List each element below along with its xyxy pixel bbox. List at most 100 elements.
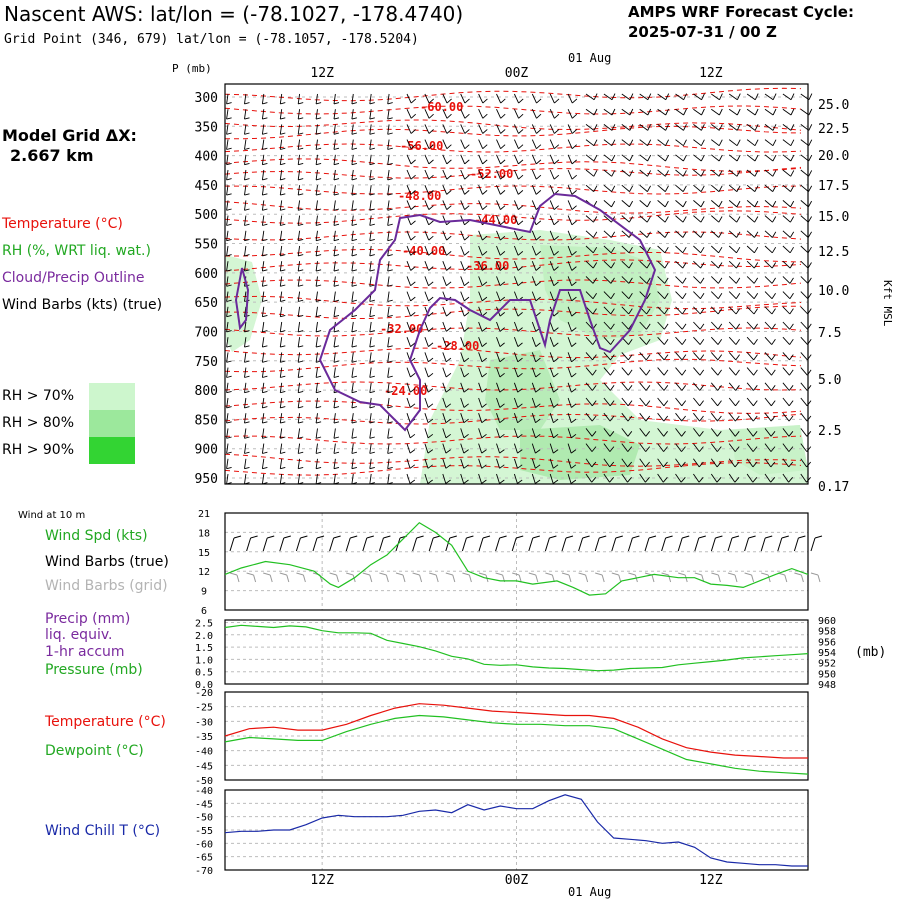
wind-barb-flag xyxy=(629,170,634,177)
wind-barb-staff xyxy=(513,321,519,332)
wind-barb-flag xyxy=(571,235,577,241)
wind-barb-staff xyxy=(351,458,354,469)
wind-barb-staff xyxy=(387,215,390,226)
wind-barb xyxy=(369,230,375,242)
wind-barb-staff xyxy=(513,413,519,423)
wind-barb-flag xyxy=(770,431,776,437)
wind-barb-staff xyxy=(226,473,229,484)
wind-barb-staff xyxy=(764,230,773,238)
wind-barb-flag xyxy=(410,403,416,408)
wind-barb-staff xyxy=(387,169,390,180)
wind-barb xyxy=(496,352,505,363)
wind-barb-flag xyxy=(500,205,506,210)
wind-barb xyxy=(513,139,524,150)
wind-barb xyxy=(675,382,687,391)
wind-barb xyxy=(585,336,597,345)
wind-barb-flag xyxy=(627,385,633,391)
wind-barb xyxy=(369,139,375,150)
wind-barb-flag xyxy=(333,345,340,348)
wind-barb xyxy=(478,443,487,454)
wind-barb xyxy=(226,185,232,196)
wind-barb-flag xyxy=(351,451,358,454)
wind-barb-staff xyxy=(531,367,537,378)
wind-barb xyxy=(496,200,506,210)
wind-barb-flag xyxy=(298,132,304,135)
wind-barb-flag xyxy=(682,170,687,177)
wind-barb-flag xyxy=(262,299,268,302)
wind-barb-staff xyxy=(442,367,447,378)
wind-barb xyxy=(297,124,304,135)
wind-barb-staff xyxy=(782,139,792,147)
wind-barb-staff xyxy=(549,291,555,302)
wind-barb-staff xyxy=(657,215,666,223)
wind-barb xyxy=(297,169,304,181)
wind-barb-staff xyxy=(657,412,665,422)
wind-barb-staff xyxy=(226,367,229,378)
pressure-right-tick: 958 xyxy=(818,627,836,638)
wind-barb xyxy=(244,230,250,242)
wind-barb-true xyxy=(461,537,467,552)
wind-barb-flag xyxy=(410,220,416,226)
wind-barb xyxy=(369,200,375,211)
wind-barb xyxy=(657,412,669,422)
wind-barb-flag xyxy=(369,208,375,211)
wind-barb xyxy=(369,367,375,378)
wind-barb-flag xyxy=(369,406,375,409)
wind-barb-staff xyxy=(567,306,573,317)
wind-barb-staff xyxy=(297,230,301,241)
wind-barb-staff xyxy=(496,443,501,454)
wind-barb-staff xyxy=(585,139,595,147)
wind-barb-grid xyxy=(601,574,605,583)
wind-barb-staff xyxy=(460,291,465,302)
wind-barb-staff xyxy=(764,260,773,269)
wind-barb-flag xyxy=(664,308,669,315)
wind-barb xyxy=(261,169,268,181)
wind-barb-flag xyxy=(647,139,652,146)
wind-barb-flag xyxy=(610,231,616,238)
wind-barb xyxy=(261,109,268,120)
wind-barb-true xyxy=(262,537,268,552)
wind-barb-staff xyxy=(369,245,372,256)
wind-barb-flag xyxy=(499,251,506,256)
wind-barb-staff xyxy=(369,337,372,348)
wind-barb-staff xyxy=(549,443,554,454)
wind-barb-flag xyxy=(410,174,416,180)
wind-barb-staff xyxy=(693,382,701,391)
wind-barb xyxy=(297,215,304,226)
wind-barb-staff xyxy=(442,139,448,149)
legend-liq-equiv: liq. equiv. xyxy=(45,627,113,643)
wind-barb xyxy=(621,200,633,208)
wind-barb-staff xyxy=(693,154,702,162)
wind-barb xyxy=(279,291,286,302)
wind-barb-staff xyxy=(675,93,684,101)
wind-barb-staff xyxy=(693,276,701,284)
wind-barb-flag xyxy=(664,323,669,330)
wind-barb-staff xyxy=(279,352,283,363)
wind-barb-staff xyxy=(603,382,611,391)
wind-barb-staff xyxy=(244,428,247,439)
wind-barb xyxy=(387,154,393,166)
wind-barb-flag xyxy=(464,251,470,256)
wind-barb xyxy=(315,169,322,181)
wind-barb-flag xyxy=(571,342,577,347)
wind-barb xyxy=(746,200,759,208)
wind-barb-staff xyxy=(782,443,790,452)
wind-barb-flag xyxy=(410,372,416,378)
wind-barb-flag xyxy=(428,220,434,226)
wind-barb-flag xyxy=(446,159,452,165)
wind-barb xyxy=(406,337,416,347)
wind-barb-grid xyxy=(767,574,771,583)
wind-barb xyxy=(513,124,524,134)
wind-barb-staff xyxy=(531,321,537,332)
wind-barb-staff xyxy=(513,139,519,149)
wind-barb-true xyxy=(744,537,750,552)
wind-barb xyxy=(351,276,358,287)
wind-barb-staff xyxy=(549,109,555,119)
wind-barb-staff xyxy=(728,397,736,407)
wind-barb-staff xyxy=(261,93,265,104)
wind-barb xyxy=(406,321,416,332)
wind-barb-flag xyxy=(663,338,669,345)
wind-barb-flag xyxy=(387,254,393,257)
wind-barb-flag xyxy=(753,277,759,284)
isotherm-line xyxy=(224,210,802,224)
